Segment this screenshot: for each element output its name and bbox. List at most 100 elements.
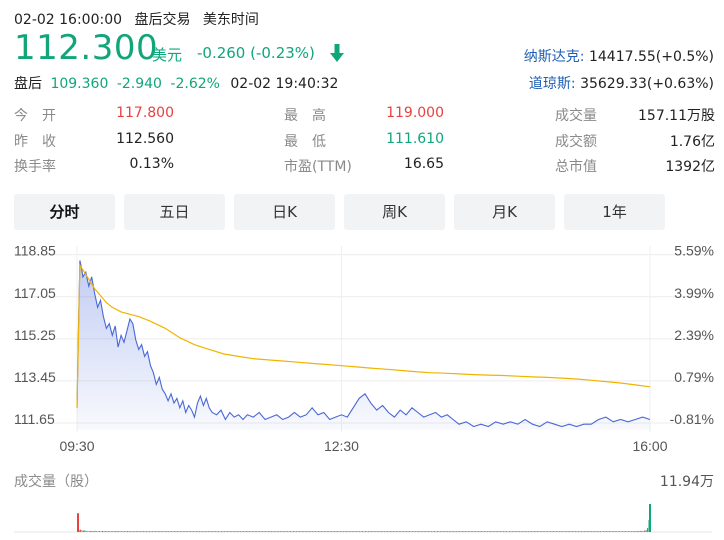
- volume-bar: [514, 531, 516, 532]
- volume-bar: [488, 531, 490, 532]
- stat-value: 117.800: [116, 105, 174, 121]
- volume-bar: [200, 531, 202, 532]
- index-dow[interactable]: 道琼斯: 35629.33(+0.63%): [529, 73, 714, 93]
- volume-bar: [166, 531, 168, 532]
- volume-bar: [319, 531, 321, 532]
- volume-bar: [542, 531, 544, 532]
- volume-bar: [509, 531, 510, 532]
- volume-bar: [251, 531, 253, 532]
- volume-bar: [301, 531, 303, 532]
- stat-prev-close: 昨 收 112.560: [14, 131, 174, 151]
- volume-bar: [403, 531, 405, 532]
- volume-bar: [464, 531, 466, 532]
- volume-bar: [297, 531, 299, 532]
- volume-bar: [268, 531, 269, 532]
- volume-bar: [97, 531, 99, 532]
- index-nasdaq[interactable]: 纳斯达克: 14417.55(+0.5%): [524, 46, 714, 66]
- pct-tick-label: 2.39%: [674, 327, 714, 343]
- volume-bar: [636, 531, 638, 532]
- price-currency: 美元: [152, 46, 183, 64]
- volume-bar: [564, 531, 566, 532]
- volume-bar: [394, 531, 396, 532]
- volume-bar: [451, 531, 453, 532]
- volume-bar: [262, 531, 264, 532]
- volume-bar: [77, 513, 79, 532]
- volume-bar: [409, 531, 410, 532]
- y-tick-label: 111.65: [14, 411, 55, 427]
- volume-bar: [579, 531, 581, 532]
- tab-intraday[interactable]: 分时: [14, 194, 115, 230]
- volume-bar: [132, 531, 134, 532]
- volume-bar: [585, 531, 587, 532]
- volume-bar: [494, 531, 496, 532]
- volume-bar: [378, 531, 380, 532]
- volume-bar: [237, 531, 239, 532]
- tab-weekly-k[interactable]: 周K: [344, 194, 445, 230]
- volume-bar: [605, 531, 607, 532]
- chart-labels: 118.85 5.59% 117.05 3.99% 115.25 2.39% 113.45 0…: [14, 243, 714, 454]
- volume-bar: [191, 531, 193, 532]
- volume-bar: [231, 531, 233, 532]
- volume-bar: [575, 531, 577, 532]
- volume-bar: [320, 531, 322, 532]
- volume-bar: [414, 531, 416, 532]
- tab-monthly-k[interactable]: 月K: [454, 194, 555, 230]
- volume-bar: [337, 531, 339, 532]
- stat-value: 119.000: [386, 105, 444, 121]
- stat-turnover: 换手率 0.13%: [14, 156, 174, 176]
- volume-bar: [388, 531, 390, 532]
- volume-bar: [437, 531, 438, 532]
- volume-bar: [578, 531, 579, 532]
- volume-bar: [184, 531, 186, 532]
- volume-bar: [611, 531, 613, 532]
- volume-bar: [119, 531, 121, 532]
- volume-bar: [429, 531, 431, 532]
- intraday-chart[interactable]: 118.85 5.59% 117.05 3.99% 115.25 2.39% 113.45 0…: [0, 236, 724, 540]
- volume-bar: [498, 531, 500, 532]
- volume-bar: [635, 531, 637, 532]
- volume-bar: [582, 531, 584, 532]
- volume-bar: [312, 531, 314, 532]
- volume-bar: [461, 531, 463, 532]
- intraday-chart-svg: 118.85 5.59% 117.05 3.99% 115.25 2.39% 113.45 0…: [14, 243, 714, 533]
- volume-bar: [329, 531, 331, 532]
- volume-bar: [642, 531, 644, 532]
- volume-bar: [495, 531, 497, 532]
- volume-bar: [406, 531, 408, 532]
- volume-bar: [216, 531, 218, 532]
- stat-high: 最 高 119.000: [284, 105, 444, 125]
- volume-bar: [395, 531, 397, 532]
- volume-bar: [384, 531, 386, 532]
- volume-bar: [135, 531, 137, 532]
- volume-bar: [576, 531, 578, 532]
- volume-bar: [473, 531, 475, 532]
- volume-bar: [401, 531, 403, 532]
- volume-bar: [198, 531, 200, 532]
- volume-bar: [639, 530, 641, 532]
- volume-bar: [157, 531, 159, 532]
- volume-bar: [453, 531, 455, 532]
- tab-1year[interactable]: 1年: [564, 194, 665, 230]
- volume-bar: [610, 531, 612, 532]
- volume-bar: [84, 530, 86, 532]
- volume-bar: [256, 531, 258, 532]
- volume-bar: [504, 531, 506, 532]
- volume-bar: [423, 531, 425, 532]
- volume-bar: [197, 531, 199, 532]
- volume-bar: [416, 531, 418, 532]
- tab-5day[interactable]: 五日: [124, 194, 225, 230]
- volume-bar: [484, 531, 485, 532]
- volume-bar: [246, 531, 247, 532]
- volume-bar: [147, 531, 149, 532]
- volume-bar: [263, 531, 265, 532]
- volume-bar: [569, 531, 571, 532]
- status-line: 02-02 16:00:00 盘后交易 美东时间: [14, 9, 267, 29]
- tab-daily-k[interactable]: 日K: [234, 194, 335, 230]
- stat-value: 1.76亿: [669, 134, 715, 150]
- volume-bar: [529, 531, 531, 532]
- stat-value: 16.65: [403, 156, 444, 172]
- volume-bar: [410, 531, 412, 532]
- volume-bar: [595, 531, 597, 532]
- stat-low: 最 低 111.610: [284, 131, 444, 151]
- volume-bar: [523, 531, 525, 532]
